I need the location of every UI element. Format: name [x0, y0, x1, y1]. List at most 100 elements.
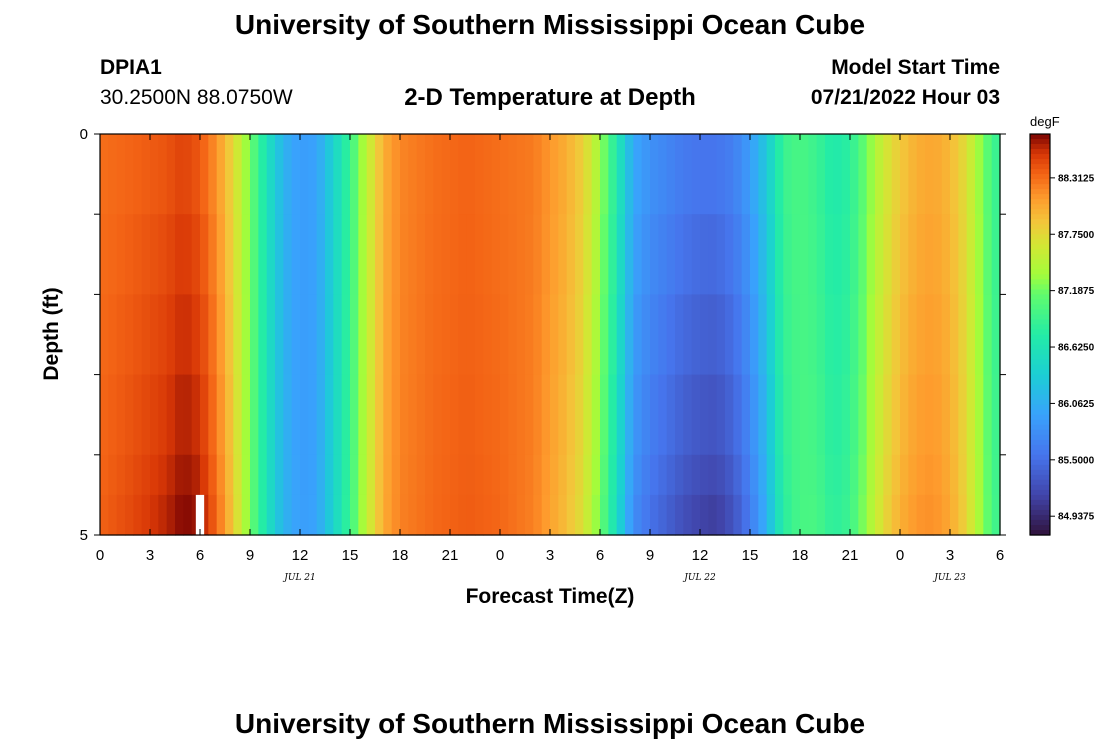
heatmap-cell	[833, 374, 843, 456]
colorbar-segment	[1030, 184, 1050, 190]
heatmap-cell	[325, 494, 334, 536]
heatmap-cell	[808, 374, 818, 456]
heatmap-cell	[441, 494, 451, 536]
heatmap-cell	[450, 294, 459, 376]
chart-axes: 0 3 6 9 12 15 18 21 0 3 6 9 12 15 18 21 0 3 6 JUL 21 JUL 22 J…	[80, 126, 1006, 583]
heatmap-cell	[416, 134, 426, 215]
heatmap-cell	[791, 134, 801, 215]
heatmap-cell	[833, 134, 843, 215]
heatmap-cell	[600, 214, 609, 295]
heatmap-cell	[491, 134, 501, 215]
heatmap-cell	[533, 294, 543, 376]
heatmap-cell	[200, 374, 209, 456]
heatmap-cell	[441, 454, 451, 496]
heatmap-cell	[391, 294, 401, 376]
heatmap-cell	[616, 374, 626, 456]
colorbar-segment	[1030, 344, 1050, 351]
heatmap-cell	[375, 454, 384, 496]
heatmap-cell	[575, 294, 584, 376]
heatmap-cell	[258, 294, 268, 376]
heatmap-cell	[483, 454, 493, 496]
colorbar-segment	[1030, 254, 1050, 260]
heatmap-cell	[141, 294, 151, 376]
heatmap-cell	[508, 134, 518, 215]
colorbar-segment	[1030, 244, 1050, 250]
heatmap-cell	[433, 454, 443, 496]
heatmap-cell	[100, 294, 109, 376]
heatmap-cell	[283, 494, 293, 536]
heatmap-cell	[208, 494, 218, 536]
heatmap-cell	[700, 374, 709, 456]
heatmap-cell	[900, 494, 909, 536]
colorbar-segment	[1030, 519, 1050, 526]
heatmap-cell	[225, 454, 234, 496]
heatmap-cell	[816, 294, 826, 376]
x-tick-label: 3	[546, 547, 554, 564]
heatmap-cell	[858, 374, 868, 456]
x-tick-label: 21	[442, 547, 459, 564]
heatmap-cell	[816, 374, 826, 456]
x-tick-label: 18	[792, 547, 809, 564]
heatmap-cell	[275, 134, 284, 215]
colorbar-segment	[1030, 444, 1050, 451]
heatmap-cell	[925, 214, 934, 295]
heatmap-cell	[833, 214, 843, 295]
heatmap-cell	[675, 214, 684, 295]
heatmap-cell	[541, 454, 551, 496]
heatmap-cell	[416, 294, 426, 376]
heatmap-cell	[100, 374, 109, 456]
heatmap-cell	[666, 134, 676, 215]
heatmap-cell	[158, 214, 168, 295]
heatmap-cell	[916, 134, 926, 215]
heatmap-cell	[308, 134, 318, 215]
heatmap-cell	[875, 494, 884, 536]
heatmap-cell	[933, 294, 943, 376]
colorbar-segment	[1030, 164, 1050, 170]
heatmap-cell	[158, 134, 168, 215]
heatmap-cell	[850, 134, 859, 215]
heatmap-cell	[500, 374, 509, 456]
heatmap-cell	[691, 134, 701, 215]
x-tick-label: 9	[246, 547, 254, 564]
heatmap-cell	[400, 214, 409, 295]
heatmap-cell	[433, 294, 443, 376]
heatmap-cell	[233, 454, 243, 496]
heatmap-cell	[841, 374, 851, 456]
heatmap-cell	[841, 494, 851, 536]
heatmap-cell	[141, 494, 151, 536]
heatmap-cell	[541, 134, 551, 215]
heatmap-cell	[633, 294, 643, 376]
x-tick-label: 15	[742, 547, 759, 564]
heatmap-cell	[700, 134, 709, 215]
heatmap-cell	[333, 294, 343, 376]
heatmap-cell	[875, 374, 884, 456]
heatmap-cell	[175, 134, 184, 215]
heatmap-cell	[858, 134, 868, 215]
x-tick-label: 0	[896, 547, 904, 564]
heatmap-cell	[533, 214, 543, 295]
heatmap-cell	[750, 134, 759, 215]
heatmap-cell	[175, 374, 184, 456]
heatmap-cell	[716, 214, 726, 295]
heatmap-cell	[508, 454, 518, 496]
colorbar-segment	[1030, 329, 1050, 336]
heatmap-cell	[966, 454, 976, 496]
heatmap-cell	[908, 134, 918, 215]
heatmap-cell	[933, 494, 943, 536]
heatmap-cell	[266, 454, 276, 496]
heatmap-cell	[908, 494, 918, 536]
heatmap-cell	[458, 214, 468, 295]
heatmap-cell	[500, 214, 509, 295]
heatmap-cell	[400, 454, 409, 496]
heatmap-cell	[275, 454, 284, 496]
heatmap-cell	[941, 494, 951, 536]
heatmap-cell	[766, 134, 776, 215]
heatmap-cell	[350, 494, 359, 536]
heatmap-cell	[116, 134, 126, 215]
heatmap-cell	[166, 214, 176, 295]
heatmap-cell	[691, 454, 701, 496]
heatmap-cell	[183, 134, 193, 215]
heatmap-cell	[650, 134, 659, 215]
heatmap-cell	[683, 294, 693, 376]
heatmap-cell	[858, 294, 868, 376]
